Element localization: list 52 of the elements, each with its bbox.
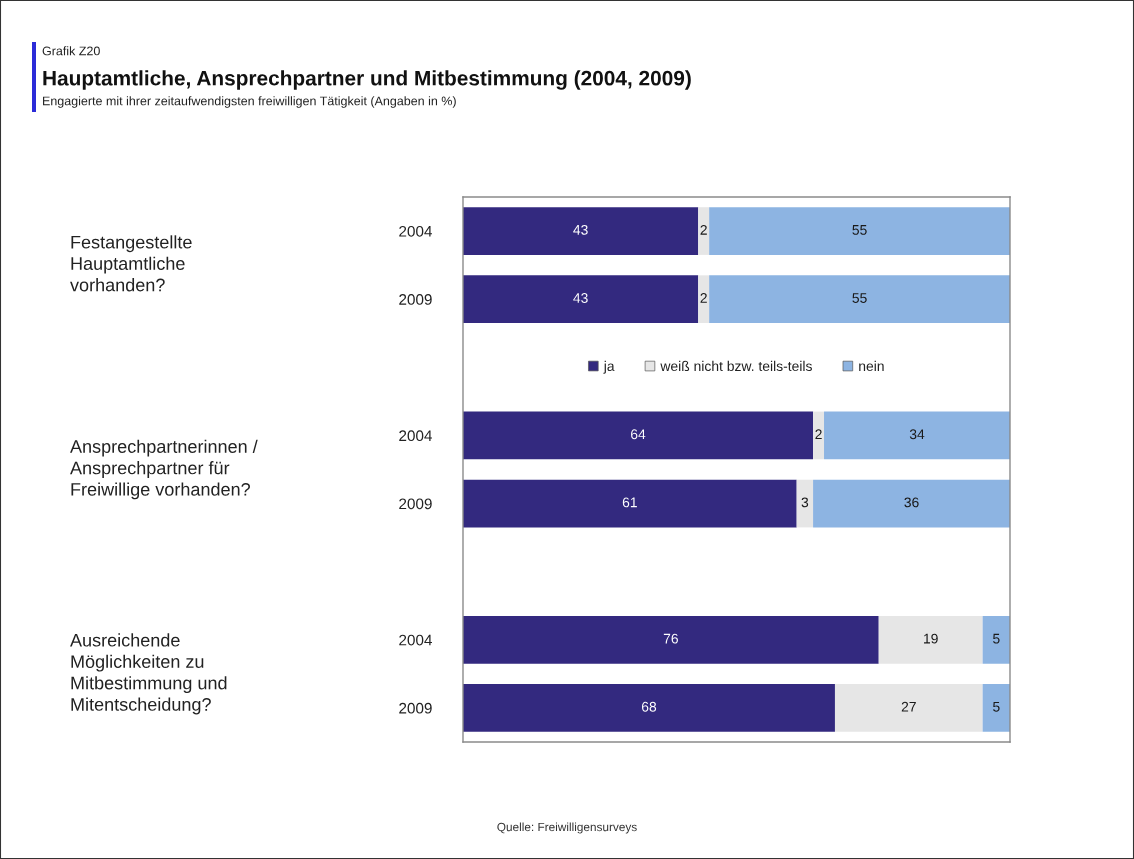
bar: [698, 275, 710, 324]
data-label: 55: [852, 225, 867, 235]
text: Ausreichende Möglichkeiten zu Mitbestimmung und Mitentscheidung?: [70, 633, 227, 715]
legend-label: weiß nicht bzw. teils-teils: [660, 360, 812, 372]
data-label: 27: [901, 701, 916, 712]
data-label: 43: [573, 224, 588, 235]
data-label: 5: [993, 633, 1000, 644]
bar: [698, 207, 710, 255]
data-label: 2: [815, 429, 822, 440]
bar: [463, 615, 879, 664]
bar: [463, 684, 835, 732]
bar: [463, 411, 814, 460]
text: Engagierte mit ihrer zeitaufwendigsten freiwilligen Tätigkeit (Angaben in %): [43, 96, 456, 108]
text: Grafik Z20: [42, 46, 100, 56]
bar: [463, 479, 797, 528]
text: Festangestellte Hauptamtliche vorhanden?: [70, 235, 192, 292]
data-label: 55: [852, 293, 867, 303]
data-label: 19: [924, 633, 938, 644]
legend-label: nein: [859, 360, 884, 372]
y-tick-label: 2009: [399, 498, 432, 510]
data-label: 5: [993, 701, 1000, 712]
bar: [796, 479, 814, 528]
data-label: 2: [700, 293, 707, 303]
bar: [878, 615, 983, 664]
legend-label: ja: [603, 360, 615, 374]
data-label: 3: [801, 497, 809, 508]
source-note: Quelle: Freiwilligensurveys: [497, 822, 637, 834]
data-label: 61: [622, 497, 637, 508]
y-tick-label: 2009: [399, 702, 432, 714]
bar: [813, 411, 825, 460]
data-label: 68: [641, 701, 657, 712]
data-label: 43: [573, 293, 588, 303]
bar: [982, 684, 1010, 732]
y-tick-label: 2004: [399, 225, 432, 237]
bar: [463, 207, 699, 255]
bar: [834, 684, 983, 732]
data-label: 76: [663, 633, 678, 644]
bar: [709, 275, 1010, 324]
data-label: 34: [909, 429, 925, 440]
data-label: 64: [631, 429, 646, 440]
bar: [982, 615, 1010, 664]
y-tick-label: 2004: [399, 634, 432, 646]
bar: [463, 275, 699, 324]
y-tick-label: 2004: [399, 430, 432, 442]
bar: [824, 411, 1010, 460]
bar: [709, 207, 1010, 255]
data-label: 2: [700, 224, 707, 235]
data-label: 36: [904, 497, 919, 508]
y-tick-label: 2009: [399, 294, 432, 305]
chart-title: Hauptamtliche, Ansprechpartner und Mitbestimmung (2004, 2009): [43, 70, 691, 90]
text: Ansprechpartnerinnen / Ansprechpartner für Freiwillige vorhanden?: [70, 439, 258, 500]
bar: [813, 479, 1010, 528]
